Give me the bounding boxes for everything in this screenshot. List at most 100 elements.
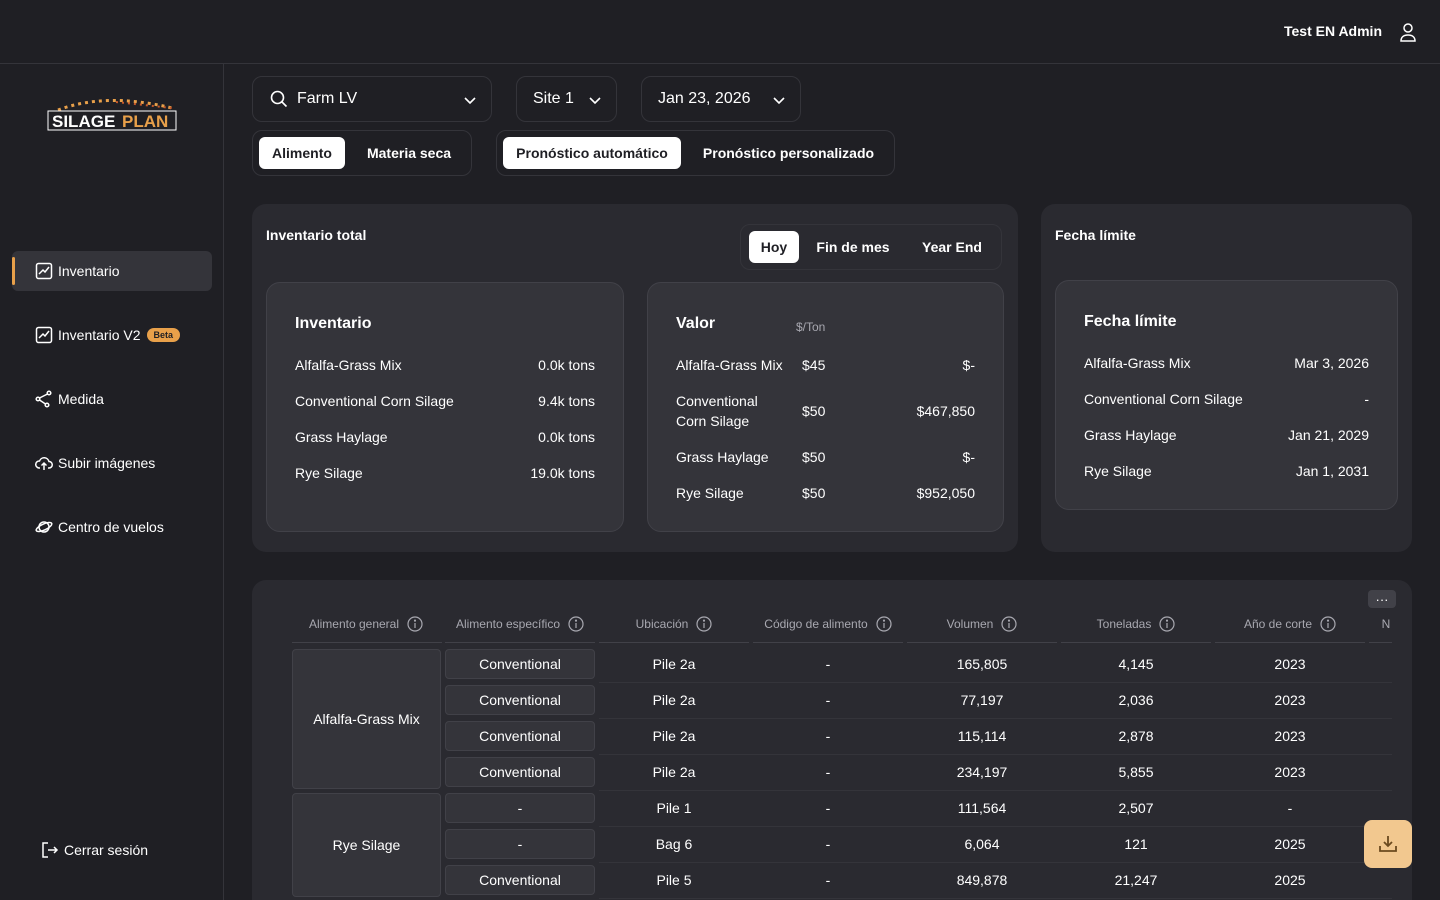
table-cell-code: - bbox=[825, 728, 831, 744]
deadline-row-date: Jan 21, 2029 bbox=[1288, 427, 1369, 443]
header-divider bbox=[1215, 642, 1365, 643]
info-icon[interactable] bbox=[1159, 616, 1175, 632]
toggle-materia-seca[interactable]: Materia seca bbox=[366, 145, 452, 161]
header-divider bbox=[292, 642, 442, 643]
measure-icon bbox=[35, 390, 53, 408]
column-header[interactable]: Toneladas bbox=[1061, 614, 1211, 634]
svg-text:PLAN: PLAN bbox=[122, 112, 168, 131]
sidebar-item-medida[interactable]: Medida bbox=[12, 379, 212, 419]
table-cell-volume: 77,197 bbox=[960, 692, 1004, 708]
column-header[interactable]: Volumen bbox=[907, 614, 1057, 634]
chevron-down-icon bbox=[463, 93, 477, 107]
planet-icon bbox=[35, 518, 53, 536]
table-cell-tons: 21,247 bbox=[1114, 872, 1158, 888]
info-icon[interactable] bbox=[876, 616, 892, 632]
sidebar-item-centro-de-vuelos[interactable]: Centro de vuelos bbox=[12, 507, 212, 547]
table-cell-code: - bbox=[825, 656, 831, 672]
header-divider bbox=[599, 642, 749, 643]
chart-icon bbox=[35, 326, 53, 344]
logout-button[interactable]: Cerrar sesión bbox=[40, 840, 148, 860]
deadline-card: Fecha límite Fecha límite Alfalfa-Grass … bbox=[1041, 204, 1412, 552]
chevron-down-icon bbox=[772, 93, 786, 107]
info-icon[interactable] bbox=[568, 616, 584, 632]
column-header[interactable]: Año de corte bbox=[1215, 614, 1365, 634]
value-row-name: Grass Haylage bbox=[676, 449, 769, 465]
beta-badge: Beta bbox=[146, 328, 181, 342]
header-divider bbox=[1061, 642, 1211, 643]
sidebar-item-label: Inventario bbox=[58, 263, 120, 279]
user-icon[interactable] bbox=[1396, 20, 1420, 44]
farm-select[interactable]: Farm LV bbox=[252, 76, 492, 122]
column-header[interactable]: N bbox=[1356, 614, 1412, 634]
table-cell-tons: 2,507 bbox=[1118, 800, 1154, 816]
column-header[interactable]: Alimento específico bbox=[445, 614, 595, 634]
value-row-price: $50 bbox=[802, 403, 826, 419]
column-header[interactable]: Ubicación bbox=[599, 614, 749, 634]
column-header[interactable]: Código de alimento bbox=[753, 614, 903, 634]
column-header[interactable]: Alimento general bbox=[292, 614, 441, 634]
user-name[interactable]: Test EN Admin bbox=[1283, 23, 1382, 39]
table-cell-location: Pile 2a bbox=[652, 656, 696, 672]
sidebar-item-label: Inventario V2 bbox=[58, 327, 141, 343]
table-cell-code: - bbox=[825, 836, 831, 852]
sidebar: SILAGE PLAN Inventario Inventario V2 Bet… bbox=[0, 64, 224, 900]
toggle-pronostico-automatico[interactable]: Pronóstico automático bbox=[503, 137, 681, 169]
value-row-name: Conventional Corn Silage bbox=[676, 393, 758, 429]
deadline-row-date: - bbox=[1364, 391, 1369, 407]
header-divider bbox=[753, 642, 903, 643]
forecast-toggle: Pronóstico automático Pronóstico persona… bbox=[496, 130, 895, 176]
table-cell-volume: 849,878 bbox=[956, 872, 1008, 888]
info-icon[interactable] bbox=[696, 616, 712, 632]
period-fin-de-mes[interactable]: Fin de mes bbox=[816, 239, 890, 255]
sidebar-item-inventario[interactable]: Inventario bbox=[12, 251, 212, 291]
deadline-row-name: Conventional Corn Silage bbox=[1084, 391, 1243, 407]
table-cell-tons: 4,145 bbox=[1118, 656, 1154, 672]
group-cell: Alfalfa-Grass Mix bbox=[292, 649, 441, 789]
table-cell-volume: 165,805 bbox=[956, 656, 1008, 672]
table-cell-year: - bbox=[1287, 800, 1293, 816]
column-header-label: Toneladas bbox=[1096, 617, 1152, 631]
sidebar-item-subir-imagenes[interactable]: Subir imágenes bbox=[12, 443, 212, 483]
silageplan-logo[interactable]: SILAGE PLAN bbox=[46, 94, 178, 134]
inventory-row-value: 9.4k tons bbox=[538, 393, 595, 409]
value-row-price: $50 bbox=[802, 485, 826, 501]
table-cell-code: - bbox=[825, 764, 831, 780]
specific-feed-cell: Conventional bbox=[445, 685, 595, 715]
header-divider bbox=[1369, 642, 1392, 643]
deadline-row-date: Jan 1, 2031 bbox=[1295, 463, 1369, 479]
card-title: Fecha límite bbox=[1055, 227, 1136, 243]
download-button[interactable] bbox=[1364, 820, 1412, 868]
inventory-row-name: Conventional Corn Silage bbox=[295, 393, 454, 409]
sidebar-item-label: Medida bbox=[58, 391, 104, 407]
column-header-label: Alimento general bbox=[308, 617, 400, 631]
price-unit-label: $/Ton bbox=[796, 320, 826, 334]
sidebar-item-label: Subir imágenes bbox=[58, 455, 156, 471]
date-select[interactable]: Jan 23, 2026 bbox=[641, 76, 801, 122]
logout-label: Cerrar sesión bbox=[64, 842, 149, 858]
period-year-end[interactable]: Year End bbox=[922, 239, 982, 255]
toggle-alimento[interactable]: Alimento bbox=[259, 137, 345, 169]
download-icon bbox=[1379, 836, 1397, 852]
info-icon[interactable] bbox=[1001, 616, 1017, 632]
value-row-price: $50 bbox=[802, 449, 826, 465]
site-select[interactable]: Site 1 bbox=[516, 76, 617, 122]
info-icon[interactable] bbox=[1320, 616, 1336, 632]
toggle-pronostico-personalizado[interactable]: Pronóstico personalizado bbox=[702, 145, 875, 161]
more-options-button[interactable]: ··· bbox=[1368, 590, 1396, 608]
period-hoy[interactable]: Hoy bbox=[749, 231, 799, 263]
sidebar-item-inventario-v2[interactable]: Inventario V2 Beta bbox=[12, 315, 212, 355]
table-cell-year: 2023 bbox=[1274, 728, 1306, 744]
table-cell-year: 2025 bbox=[1274, 836, 1306, 852]
row-divider bbox=[599, 718, 1392, 719]
info-icon[interactable] bbox=[407, 616, 423, 632]
inventory-row-value: 0.0k tons bbox=[538, 429, 595, 445]
table-cell-tons: 2,878 bbox=[1118, 728, 1154, 744]
row-divider bbox=[599, 682, 1392, 683]
header-divider bbox=[445, 642, 595, 643]
table-cell-code: - bbox=[825, 872, 831, 888]
inventory-row-name: Rye Silage bbox=[295, 465, 363, 481]
cloud-upload-icon bbox=[35, 454, 53, 472]
value-row-total: $- bbox=[962, 357, 975, 373]
table-cell-location: Pile 2a bbox=[652, 728, 696, 744]
header-divider bbox=[907, 642, 1057, 643]
